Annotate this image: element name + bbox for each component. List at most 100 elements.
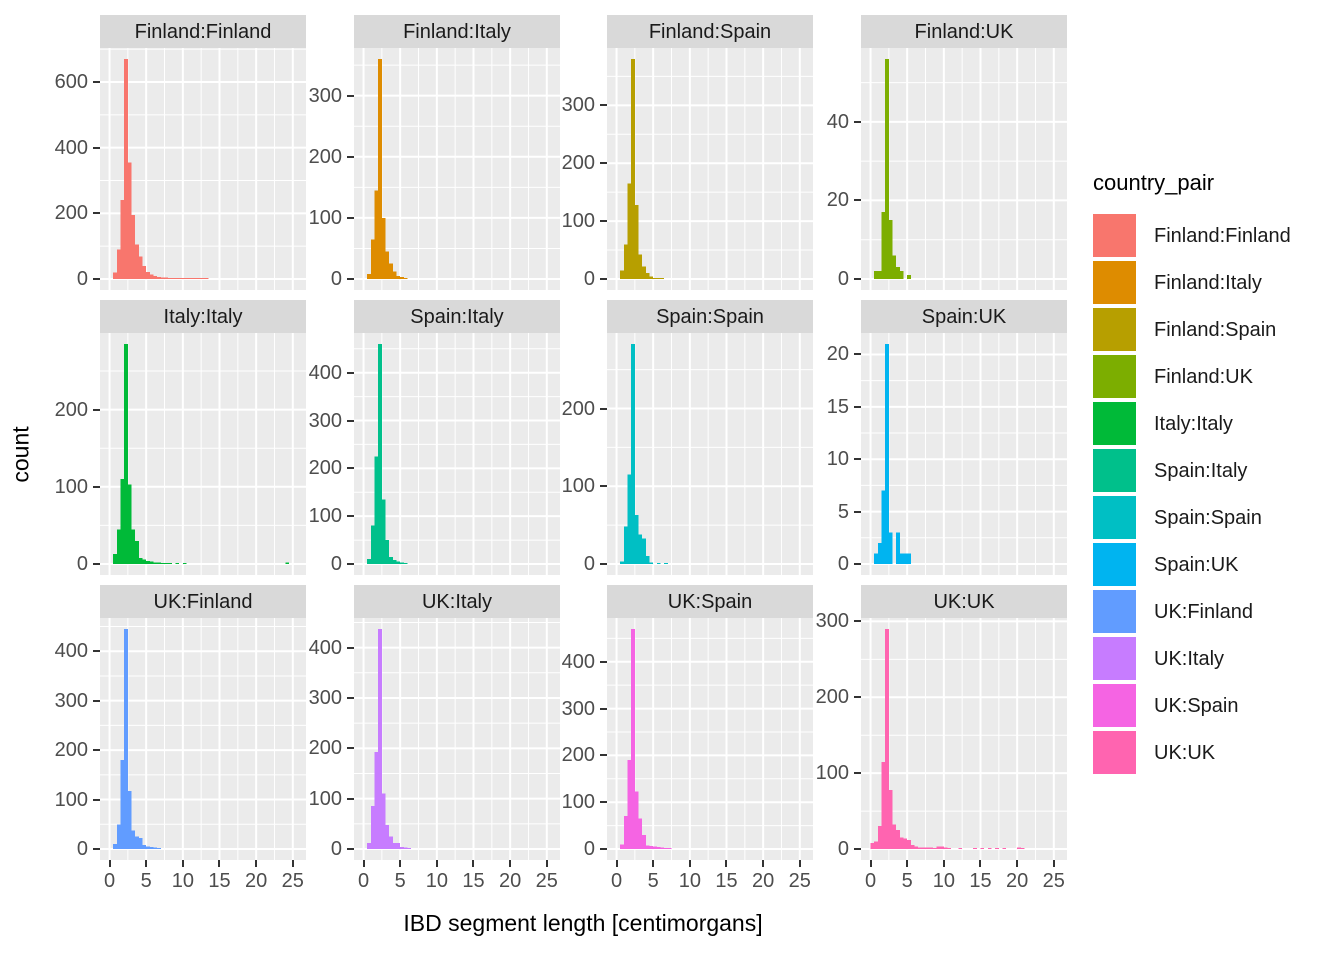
y-tick-mark [347,155,354,158]
histogram-bar [131,830,136,849]
histogram-bar [645,273,650,279]
histogram-bar [877,543,882,564]
y-tick-label: 200 [561,152,595,175]
facet-strip-label: Finland:Finland [100,15,306,48]
histogram-bar [943,847,948,849]
histogram-bar [149,847,154,849]
histogram-bar [885,344,889,564]
y-tick-mark [600,407,607,410]
histogram-bar [649,562,654,564]
histogram-bar [385,251,390,279]
histogram-bar [973,848,977,849]
y-tick-mark [93,408,100,411]
histogram-bar [874,271,878,279]
y-tick-label: 100 [561,791,595,814]
histogram-bar [645,556,650,564]
histogram-bar [116,824,121,849]
histogram-bar [120,479,125,564]
y-tick-mark [600,104,607,107]
histogram-bar [374,456,379,564]
histogram-bar [947,848,952,849]
histogram-bar [153,847,158,849]
histogram-bar [389,556,393,564]
histogram-bar [870,842,875,849]
legend-swatch [1093,496,1136,539]
histogram-bar [653,277,657,279]
histogram-bar [367,559,371,564]
y-tick-mark [600,485,607,488]
legend-label: UK:Spain [1154,694,1239,717]
y-tick-mark [93,563,100,565]
histogram-bar [392,560,397,564]
facet-uk-spain: UK:Spain 0 100 200 300 400 0 5 10 15 20 25 [549,585,813,892]
histogram-bar [175,563,180,564]
histogram-bar [135,836,139,849]
x-tick-mark [435,860,438,867]
y-tick-mark [854,620,861,623]
histogram-bar [914,846,919,849]
histogram-bar [407,847,412,849]
x-tick-label: 25 [1042,870,1065,892]
x-tick-label: 20 [245,870,268,892]
histogram-bar [385,540,390,564]
histogram-bar [193,278,198,279]
histogram-bar [642,538,646,564]
facet-panel [607,333,813,575]
facet-strip-label: UK:Spain [607,585,813,618]
histogram-bar [910,845,915,849]
y-tick-label: 0 [583,553,595,575]
histogram-bar [940,846,944,849]
y-tick-label: 0 [76,553,88,575]
histogram-bar [907,553,911,564]
histogram-bar [142,265,147,279]
histogram-bar [400,277,404,279]
y-tick-label: 400 [54,640,88,663]
histogram-bar [113,272,117,279]
histogram-bar [131,529,136,564]
facet-strip-label: Italy:Italy [100,300,306,333]
y-tick-label: 200 [54,202,88,225]
facet-panel [354,618,560,860]
y-tick-label: 0 [330,553,342,575]
histogram-bar [153,276,158,279]
histogram-bar [160,277,165,279]
legend-entry: Finland:Spain [1093,306,1276,353]
x-tick-mark [906,860,909,867]
histogram-bar [623,526,628,564]
histogram-bar [120,760,125,849]
legend-entry: Italy:Italy [1093,400,1233,447]
facet-panel [607,48,813,290]
histogram-bar [374,190,379,279]
x-tick-label: 5 [647,870,659,892]
histogram-bar [896,532,900,564]
y-tick-mark [854,120,861,123]
facet-strip-label: UK:Finland [100,585,306,618]
histogram-bar [138,838,143,849]
legend-title: country_pair [1093,170,1215,195]
x-tick-mark [725,860,728,867]
histogram-bar [153,562,158,564]
y-tick-mark [347,94,354,97]
histogram-bar [656,563,661,564]
y-tick-label: 0 [837,838,849,860]
legend-label: Finland:UK [1154,365,1253,388]
x-tick-mark [942,860,945,867]
facet-panel [861,618,1067,860]
x-tick-label: 0 [610,870,623,892]
legend-swatch [1093,590,1136,633]
histogram-bar [888,789,893,849]
y-tick-label: 200 [815,686,849,709]
histogram-bar [918,847,922,849]
facet-finland-finland: Finland:Finland 0 200 400 600 [42,15,306,290]
histogram-bar [370,239,375,279]
y-tick-mark [347,848,354,850]
x-tick-label: 5 [140,870,152,892]
legend-swatch [1093,637,1136,680]
histogram-bar [396,561,401,564]
y-tick-mark [347,515,354,518]
histogram-bar [642,266,646,279]
histogram-bar [138,557,143,564]
y-tick-label: 40 [826,110,849,133]
histogram-bar [378,629,382,849]
histogram-bar [381,499,386,564]
